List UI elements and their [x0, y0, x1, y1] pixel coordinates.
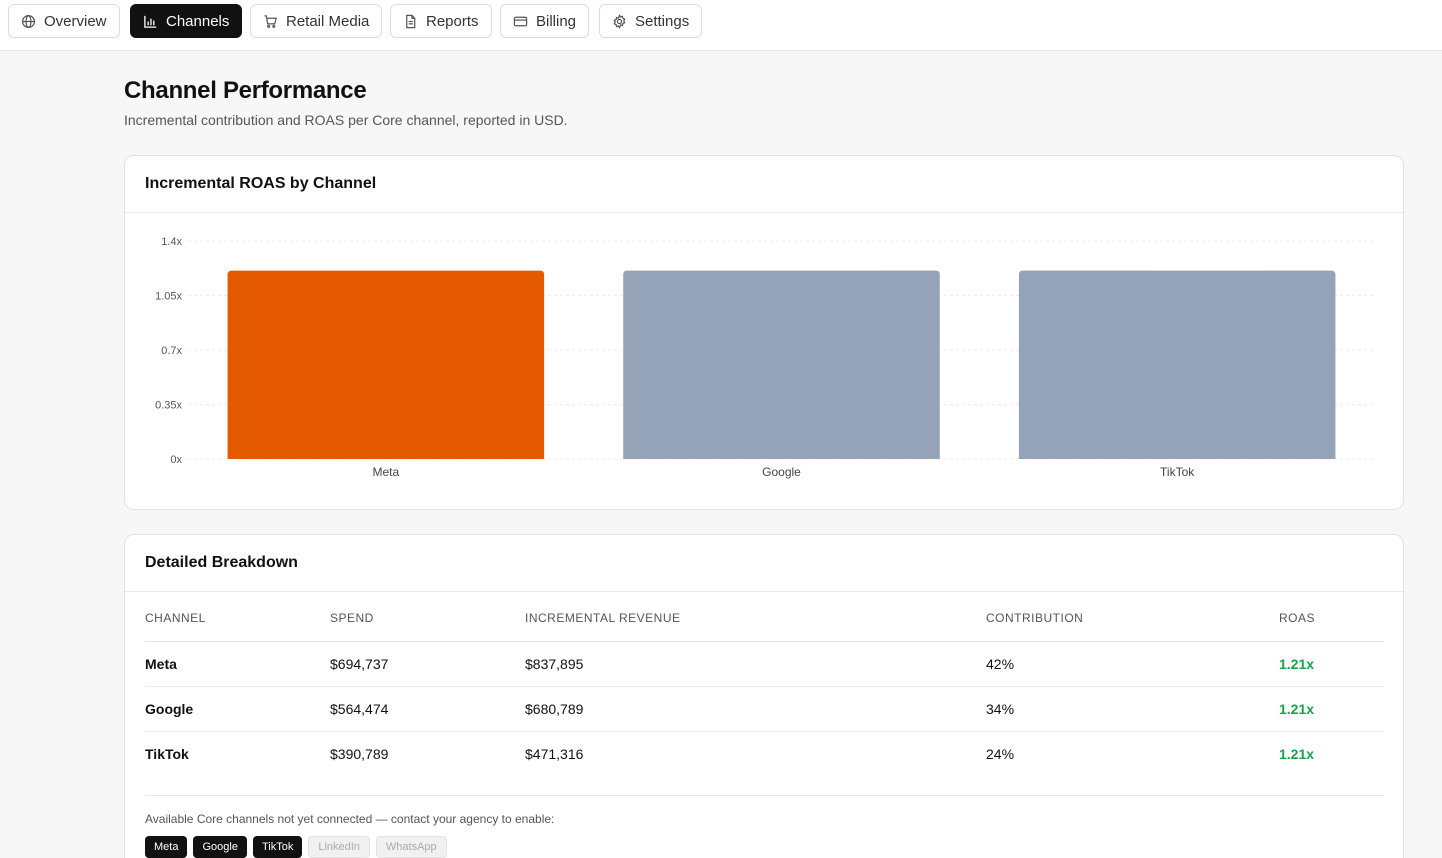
globe-icon	[21, 14, 36, 28]
y-tick-label: 1.4x	[161, 236, 182, 248]
chip-google[interactable]: Google	[193, 836, 247, 858]
cell-roas: 1.21x	[1279, 745, 1315, 762]
channel-chips: Meta Google TikTok LinkedIn WhatsApp	[145, 836, 447, 858]
chip-tiktok[interactable]: TikTok	[252, 836, 303, 858]
tab-label: Retail Media	[286, 12, 370, 30]
top-nav: Overview Channels Retail Media Reports B…	[0, 0, 1442, 51]
column-header-roas: ROAS	[1279, 592, 1384, 642]
tab-retail-media[interactable]: Retail Media	[250, 4, 383, 38]
table-row: Google $564,474 $680,789 34% 1.21x	[145, 686, 1384, 732]
cell-contribution: 42%	[986, 641, 1279, 687]
tab-reports[interactable]: Reports	[390, 4, 492, 38]
tab-label: Billing	[536, 12, 577, 30]
page-subtitle: Incremental contribution and ROAS per Co…	[124, 112, 568, 128]
bar-chart-icon	[144, 15, 157, 28]
tab-billing[interactable]: Billing	[500, 4, 590, 38]
y-tick-label: 0.35x	[155, 400, 182, 412]
chip-whatsapp: WhatsApp	[375, 836, 447, 858]
chart-card-title: Incremental ROAS by Channel	[125, 156, 1403, 213]
roas-chart-card: Incremental ROAS by Channel 0x 0.35x 0.7x 1…	[124, 155, 1404, 510]
cell-revenue: $680,789	[525, 686, 986, 732]
x-tick-label: TikTok	[1160, 465, 1195, 479]
tab-settings[interactable]: Settings	[599, 4, 703, 38]
cell-spend: $390,789	[330, 745, 389, 762]
column-header-channel: CHANNEL	[145, 592, 330, 642]
breakdown-table: CHANNEL SPEND INCREMENTAL REVENUE CONTRI…	[145, 592, 1384, 776]
available-channels-note: Available Core channels not yet connecte…	[145, 812, 555, 826]
table-header-row: CHANNEL SPEND INCREMENTAL REVENUE CONTRI…	[145, 592, 1384, 642]
page-title: Channel Performance	[124, 77, 367, 104]
tab-channels[interactable]: Channels	[130, 4, 243, 38]
column-header-revenue: INCREMENTAL REVENUE	[525, 592, 986, 642]
y-tick-label: 0x	[170, 454, 182, 466]
chip-linkedin: LinkedIn	[308, 836, 370, 858]
cell-spend: $564,474	[330, 686, 525, 732]
roas-bar-chart: 0x 0.35x 0.7x 1.05x 1.4x Meta Google TikTok	[155, 236, 1375, 479]
cell-roas: 1.21x	[1279, 686, 1384, 732]
tab-label: Channels	[166, 12, 230, 30]
divider	[145, 795, 1384, 796]
cell-roas: 1.21x	[1279, 641, 1384, 687]
breakdown-card-title: Detailed Breakdown	[125, 535, 1403, 592]
cell-contribution: 34%	[986, 686, 1279, 732]
table-row: Meta $694,737 $837,895 42% 1.21x	[145, 641, 1384, 687]
bar-meta	[227, 270, 545, 459]
cell-revenue: $837,895	[525, 641, 986, 687]
tab-overview[interactable]: Overview	[8, 4, 120, 38]
tab-label: Reports	[426, 12, 479, 30]
gear-icon	[613, 13, 626, 29]
x-tick-label: Google	[762, 465, 801, 479]
column-header-contribution: CONTRIBUTION	[986, 592, 1279, 642]
bar-tiktok	[1018, 270, 1336, 459]
table-row: TikTok $390,789 $471,316 24% 1.21x	[145, 731, 1384, 776]
tab-label: Overview	[44, 12, 107, 30]
cell-channel: TikTok	[145, 745, 189, 762]
cell-channel: Google	[145, 686, 330, 732]
chip-meta[interactable]: Meta	[145, 836, 188, 858]
cell-contribution: 24%	[986, 745, 1015, 762]
y-tick-label: 1.05x	[155, 291, 182, 303]
bar-google	[623, 270, 940, 459]
document-icon	[406, 14, 416, 28]
x-tick-label: Meta	[372, 465, 399, 479]
cart-icon	[264, 14, 277, 28]
cell-revenue: $471,316	[525, 745, 584, 762]
breakdown-card: Detailed Breakdown CHANNEL SPEND INCREME…	[124, 534, 1404, 858]
cell-channel: Meta	[145, 641, 330, 687]
column-header-spend: SPEND	[330, 592, 525, 642]
tab-label: Settings	[635, 12, 690, 30]
cell-spend: $694,737	[330, 641, 525, 687]
y-tick-label: 0.7x	[161, 345, 182, 357]
credit-card-icon	[513, 16, 528, 26]
